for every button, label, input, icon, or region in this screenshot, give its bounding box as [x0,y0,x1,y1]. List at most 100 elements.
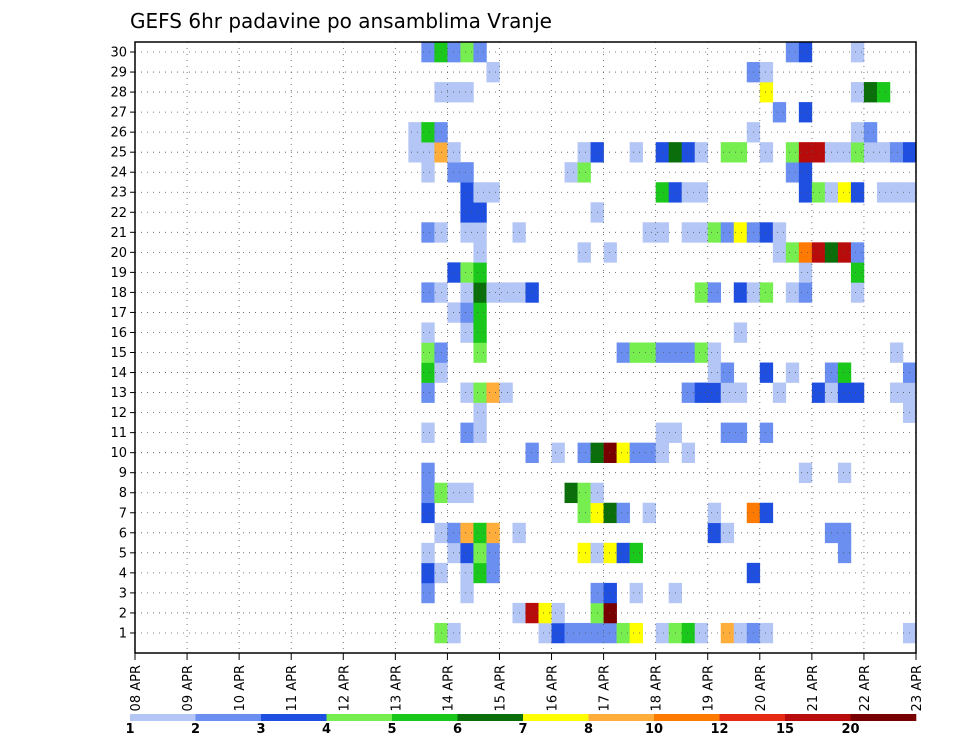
heatmap-cell [655,222,669,243]
heatmap-cell [798,462,813,484]
heatmap-cell [616,622,630,644]
heatmap-cell [733,282,748,303]
heatmap-cell [876,182,891,203]
y-tick-label: 3 [119,586,127,601]
heatmap-cell [460,322,474,343]
heatmap-cell [551,602,565,624]
heatmap-cell [460,522,474,544]
heatmap-cell [473,302,487,323]
heatmap-cell [759,222,774,243]
heatmap-cell [733,622,748,644]
heatmap-cell [837,362,852,383]
heatmap-cell [421,362,435,383]
x-tick-label: 20 APR [754,665,769,711]
heatmap-cell [811,382,826,403]
heatmap-cell [616,342,630,363]
heatmap-cell [603,582,617,604]
x-axis-ticks: 08 APR 09 APR 10 APR 11 APR 12 APR 13 APR 14 A… [129,653,925,711]
x-tick-label: 15 APR [493,665,508,711]
heatmap-cell [850,242,865,263]
heatmap-cell [473,182,487,203]
y-tick-label: 28 [110,86,127,101]
heatmap-cell [681,142,696,163]
heatmap-cell [837,462,852,484]
heatmap-cell [473,522,487,544]
heatmap-cell [473,542,487,564]
heatmap-cell [473,242,487,263]
heatmap-cell [889,342,904,363]
heatmap-cell [707,382,722,403]
x-tick-label: 16 APR [546,665,561,711]
heatmap-cell [577,482,591,504]
heatmap-cell [577,502,591,524]
heatmap-cell [486,62,500,83]
heatmap-cell [759,422,774,443]
heatmap-cell [876,142,891,163]
heatmap-cell [421,42,435,63]
heatmap-cell [473,562,487,584]
heatmap-cell [447,542,461,564]
heatmap-cell [447,162,461,183]
heatmap-cell [785,362,800,383]
color-scale-swatch [130,714,196,721]
heatmap-cell [460,162,474,183]
heatmap-cell [629,142,643,163]
y-tick-label: 8 [119,486,127,501]
heatmap-cell [850,82,865,103]
y-tick-label: 4 [119,566,127,581]
heatmap-cell [421,462,435,484]
heatmap-cell [473,422,487,443]
y-tick-label: 13 [110,386,127,401]
heatmap-cell [486,542,500,564]
heatmap-cell [759,82,774,103]
heatmap-cell [447,522,461,544]
color-scale-label: 12 [710,722,728,737]
heatmap-cell [694,622,709,644]
heatmap-cell [707,522,722,544]
heatmap-cell [616,442,630,463]
color-scale-label: 20 [841,722,859,737]
heatmap-cell [785,242,800,263]
heatmap-cell [421,342,435,363]
heatmap-cell [772,382,787,403]
heatmap-cell [447,42,461,63]
heatmap-cell [759,142,774,163]
heatmap-cell [421,282,435,303]
heatmap-cell [798,162,813,183]
heatmap-cell [850,42,865,63]
heatmap-cell [733,142,748,163]
heatmap-cell [473,382,487,403]
heatmap-cell [473,282,487,303]
heatmap-cell [473,322,487,343]
y-tick-label: 22 [110,206,127,221]
heatmap-cell [421,122,435,143]
heatmap-cell [707,282,722,303]
heatmap-cell [837,522,852,544]
heatmap-cell [473,402,487,423]
heatmap-cell [421,162,435,183]
heatmap-cell [681,222,696,243]
heatmap-cell [603,622,617,644]
heatmap-cell [577,542,591,564]
heatmap-cell [642,342,656,363]
heatmap-cell [681,182,696,203]
y-tick-label: 24 [110,166,127,181]
heatmap-cell [876,82,891,103]
heatmap-cell [577,162,591,183]
heatmap-cell [655,342,669,363]
heatmap-cell [759,362,774,383]
heatmap-cell [655,442,669,463]
heatmap-cell [564,482,578,504]
heatmap-cell [460,222,474,243]
color-scale-swatch [457,714,524,721]
heatmap-cell [642,222,656,243]
heatmap-cell [421,322,435,343]
color-scale-swatch [654,714,720,721]
heatmap-cell [694,142,709,163]
color-scale-swatch [326,714,393,721]
heatmap-cell [681,382,696,403]
heatmap-cell [837,182,852,203]
heatmap-cell [707,222,722,243]
heatmap-cell [733,322,748,343]
heatmap-cell [564,162,578,183]
